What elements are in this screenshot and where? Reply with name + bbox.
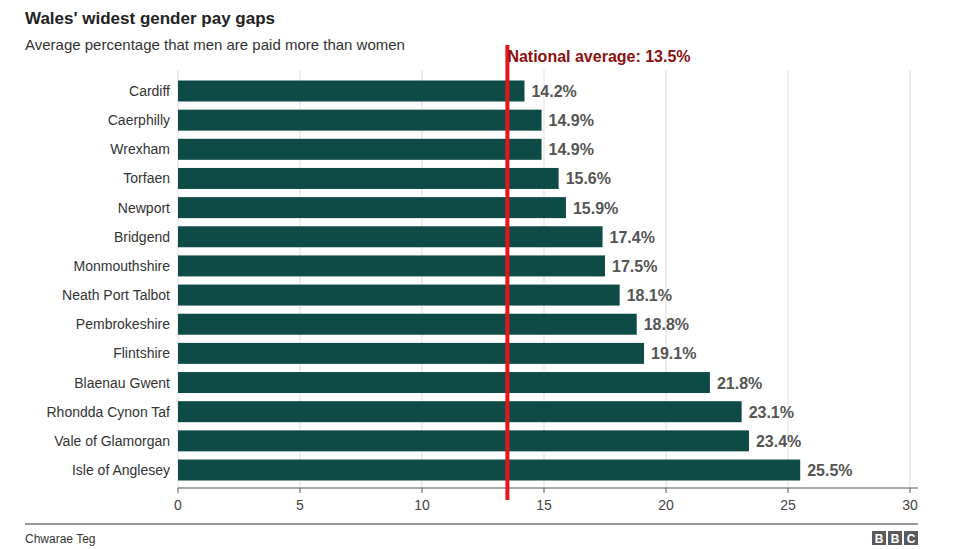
category-label: Bridgend bbox=[114, 229, 170, 245]
tick-label: 5 bbox=[296, 497, 304, 513]
tick-label: 0 bbox=[174, 497, 182, 513]
grid-line bbox=[544, 70, 545, 488]
tick-mark bbox=[666, 488, 667, 493]
chart: Wales' widest gender pay gaps Average per… bbox=[0, 0, 976, 549]
category-label: Neath Port Talbot bbox=[62, 287, 170, 303]
grid-line bbox=[300, 70, 301, 488]
data-label: 23.1% bbox=[749, 404, 794, 421]
data-label: 15.9% bbox=[573, 200, 618, 217]
data-label: 17.4% bbox=[610, 229, 655, 246]
bar bbox=[178, 285, 620, 306]
category-label: Isle of Anglesey bbox=[72, 462, 170, 478]
data-label: 23.4% bbox=[756, 433, 801, 450]
bar bbox=[178, 81, 524, 102]
grid-line bbox=[910, 70, 911, 488]
data-label: 18.1% bbox=[627, 287, 672, 304]
bar bbox=[178, 139, 542, 160]
bar bbox=[178, 110, 542, 131]
tick-label: 10 bbox=[414, 497, 430, 513]
grid-line bbox=[788, 70, 789, 488]
category-label: Monmouthshire bbox=[74, 258, 171, 274]
data-label: 21.8% bbox=[717, 375, 762, 392]
tick-mark bbox=[544, 488, 545, 493]
category-label: Wrexham bbox=[110, 141, 170, 157]
logo: BBC bbox=[875, 532, 916, 546]
bar bbox=[178, 372, 710, 393]
reference-label: National average: 13.5% bbox=[507, 48, 690, 65]
data-label: 14.9% bbox=[549, 112, 594, 129]
data-label: 17.5% bbox=[612, 258, 657, 275]
category-label: Newport bbox=[118, 200, 170, 216]
bar bbox=[178, 401, 742, 422]
category-label: Rhondda Cynon Taf bbox=[47, 404, 171, 420]
title: Wales' widest gender pay gaps bbox=[25, 9, 275, 28]
category-label: Torfaen bbox=[123, 170, 170, 186]
tick-mark bbox=[178, 488, 179, 493]
bar bbox=[178, 314, 637, 335]
bar bbox=[178, 255, 605, 276]
subtitle: Average percentage that men are paid mor… bbox=[25, 36, 405, 53]
tick-label: 30 bbox=[902, 497, 918, 513]
tick-mark bbox=[910, 488, 911, 493]
grid-line bbox=[178, 70, 179, 488]
tick-label: 20 bbox=[658, 497, 674, 513]
data-label: 25.5% bbox=[807, 462, 852, 479]
bar bbox=[178, 460, 800, 481]
data-label: 14.2% bbox=[531, 83, 576, 100]
grid: 0 5 10 15 20 25 30 bbox=[174, 70, 918, 513]
bar bbox=[178, 430, 749, 451]
bar bbox=[178, 226, 603, 247]
x-axis-line bbox=[178, 488, 918, 489]
bar bbox=[178, 343, 644, 364]
reference-line bbox=[505, 45, 509, 500]
tick-mark bbox=[422, 488, 423, 493]
category-label: Vale of Glamorgan bbox=[54, 433, 170, 449]
grid-line bbox=[666, 70, 667, 488]
grid-line bbox=[422, 70, 423, 488]
category-label: Pembrokeshire bbox=[76, 316, 170, 332]
tick-mark bbox=[300, 488, 301, 493]
category-label: Flintshire bbox=[113, 345, 170, 361]
tick-label: 15 bbox=[536, 497, 552, 513]
tick-mark bbox=[788, 488, 789, 493]
data-label: 15.6% bbox=[566, 170, 611, 187]
footer-rule bbox=[25, 524, 918, 525]
labels: Cardiff 14.2% Caerphilly 14.9% Wrexham 14.9% T… bbox=[47, 83, 853, 479]
category-label: Caerphilly bbox=[108, 112, 170, 128]
logo-box bbox=[872, 531, 886, 545]
chart-root: Wales' widest gender pay gaps Average per… bbox=[0, 0, 976, 549]
source: Chwarae Teg bbox=[25, 532, 96, 546]
category-label: Blaenau Gwent bbox=[74, 375, 170, 391]
logo-box bbox=[888, 531, 902, 545]
bar bbox=[178, 168, 559, 189]
bars bbox=[178, 81, 800, 481]
category-label: Cardiff bbox=[129, 83, 170, 99]
data-label: 14.9% bbox=[549, 141, 594, 158]
tick-label: 25 bbox=[780, 497, 796, 513]
logo-box bbox=[904, 531, 918, 545]
data-label: 19.1% bbox=[651, 345, 696, 362]
data-label: 18.8% bbox=[644, 316, 689, 333]
